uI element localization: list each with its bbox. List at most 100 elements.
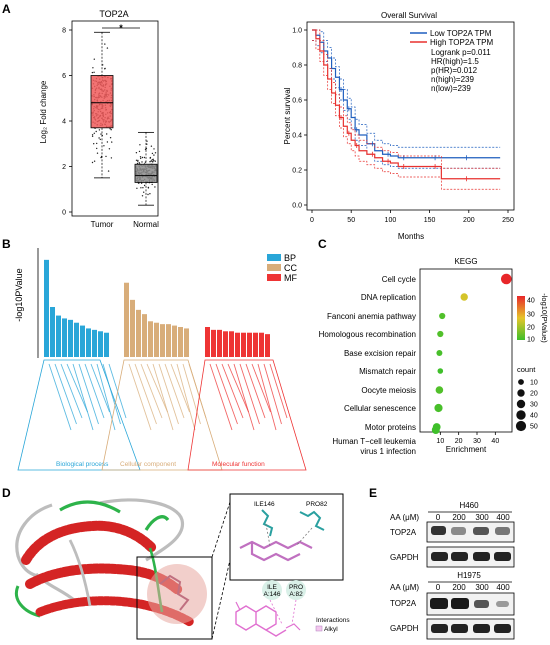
jitter-point (142, 187, 144, 189)
jitter-point (140, 182, 143, 184)
kegg-size-dot (518, 379, 524, 385)
survival-ci-band (312, 29, 501, 148)
go-term-label (158, 363, 179, 425)
kegg-title: KEGG (454, 257, 477, 266)
band-top2a-h460-0 (431, 526, 446, 535)
go-bar-cc (142, 314, 147, 357)
go-term-label (128, 363, 152, 431)
kegg-size-legend: 10 20 30 40 50 (515, 379, 538, 432)
interactions-title: Interactions (316, 617, 350, 624)
dose-label-h460: AA (μM) (390, 513, 419, 522)
band-top2a-h1975-400 (496, 601, 509, 607)
dose-h1975-400: 400 (496, 583, 510, 592)
bp-term-lines (48, 363, 127, 431)
box-ytick-label: 4 (62, 119, 66, 126)
go-bar-cc (130, 299, 135, 357)
go-bar-bp (44, 259, 49, 357)
go-bar-bp (68, 319, 73, 357)
go-term-label (78, 363, 99, 425)
residue-pro-bubble (286, 580, 306, 600)
dose-h460-400: 400 (496, 513, 510, 522)
jitter-point (135, 152, 138, 154)
jitter-point (141, 195, 144, 197)
jitter-point (92, 67, 94, 69)
dose-h460-200: 200 (452, 513, 466, 522)
jitter-point (93, 132, 96, 134)
mf-term-box (187, 359, 307, 471)
western-blot-h460: H460 AA (μM) 0 200 300 400 TOP2A GAPDH (390, 501, 515, 568)
jitter-point (109, 128, 111, 130)
kegg-pathway-label: DNA replication (361, 293, 416, 302)
box-normal (134, 163, 158, 183)
go-term-label (221, 363, 244, 419)
go-bar-mf (211, 329, 216, 357)
go-bar-mf (223, 331, 228, 357)
kegg-pathway-label: Cellular senescence (344, 404, 417, 413)
residue-2d-ile-pos: A:146 (264, 591, 281, 598)
box-ytick-label: 0 (62, 210, 66, 217)
jitter-point (111, 141, 113, 143)
jitter-point (100, 133, 102, 135)
box-plot-group-tumor: Tumor (91, 220, 114, 229)
go-term-label (251, 363, 271, 413)
jitter-point (140, 157, 142, 160)
residue-2d-pro-pos: A:82 (289, 591, 303, 598)
survival-legend: Low TOP2A TPM High TOP2A TPM Logrank p=0… (410, 29, 493, 93)
jitter-point (108, 148, 111, 150)
go-bar-cc (154, 322, 159, 357)
go-bar-bp (86, 328, 91, 357)
kegg-pathway-labels: Cell cycle DNA replication Fanconi anemia … (319, 275, 417, 456)
kegg-pathway-label: Base excision repair (344, 349, 416, 358)
jitter-point (110, 157, 113, 159)
band-gapdh-h1975-0 (431, 624, 448, 633)
survival-xtick-label: 0 (310, 217, 314, 224)
group-label-bp: Biological process (56, 461, 109, 468)
box-tumor (90, 75, 114, 129)
stat-hr: HR(high)=1.5 (431, 57, 479, 66)
survival-curve-low (312, 29, 501, 159)
kegg-xtick-label: 40 (491, 438, 499, 445)
jitter-point (149, 193, 151, 195)
legend-cc-swatch (267, 264, 281, 271)
bp-term-box (17, 359, 141, 471)
go-term-label (170, 363, 190, 413)
survival-xtick-label: 200 (463, 217, 475, 224)
dose-h1975-200: 200 (452, 583, 466, 592)
go-term-label (227, 363, 249, 413)
kegg-size-label: 20 (530, 391, 538, 398)
significance-marker: * (119, 23, 123, 33)
jitter-point (95, 130, 97, 133)
jitter-point (154, 186, 156, 188)
go-term-label (176, 363, 196, 431)
survival-ytick-label: 0.6 (292, 98, 302, 105)
box-plot-group-normal: Normal (133, 220, 159, 229)
jitter-point (153, 148, 155, 150)
jitter-point (146, 140, 148, 142)
jitter-point (91, 161, 94, 164)
legend-bp: BP (284, 253, 296, 263)
survival-plot: Overall Survival 0 50 100 150 200 250 0.0 0.2 0.… (283, 11, 515, 241)
alkyl-swatch (315, 625, 323, 632)
panel-label-b: B (2, 237, 11, 251)
kegg-dot-plot: KEGG Cell cycle DNA replication Fanconi an… (319, 257, 549, 456)
go-term-label (84, 363, 105, 419)
jitter-point (96, 142, 98, 145)
jitter-point (138, 150, 141, 153)
band-gapdh-h460-400 (494, 552, 511, 561)
jitter-point (109, 137, 112, 139)
residue-2d-pro: PRO (289, 584, 303, 591)
jitter-point (110, 129, 112, 131)
kegg-frame (419, 268, 513, 433)
go-term-label (215, 363, 238, 425)
go-bar-mf (217, 329, 222, 357)
band-gapdh-h1975-200 (451, 624, 468, 633)
jitter-point (106, 133, 108, 135)
interaction-alkyl: Alkyl (324, 626, 338, 633)
jitter-point (147, 187, 150, 189)
residue-3d-ile: ILE146 (254, 501, 275, 508)
group-label-mf: Molecular function (212, 461, 265, 468)
dose-h1975-300: 300 (475, 583, 489, 592)
kegg-dot (436, 350, 443, 356)
go-bar-cc (184, 328, 189, 357)
